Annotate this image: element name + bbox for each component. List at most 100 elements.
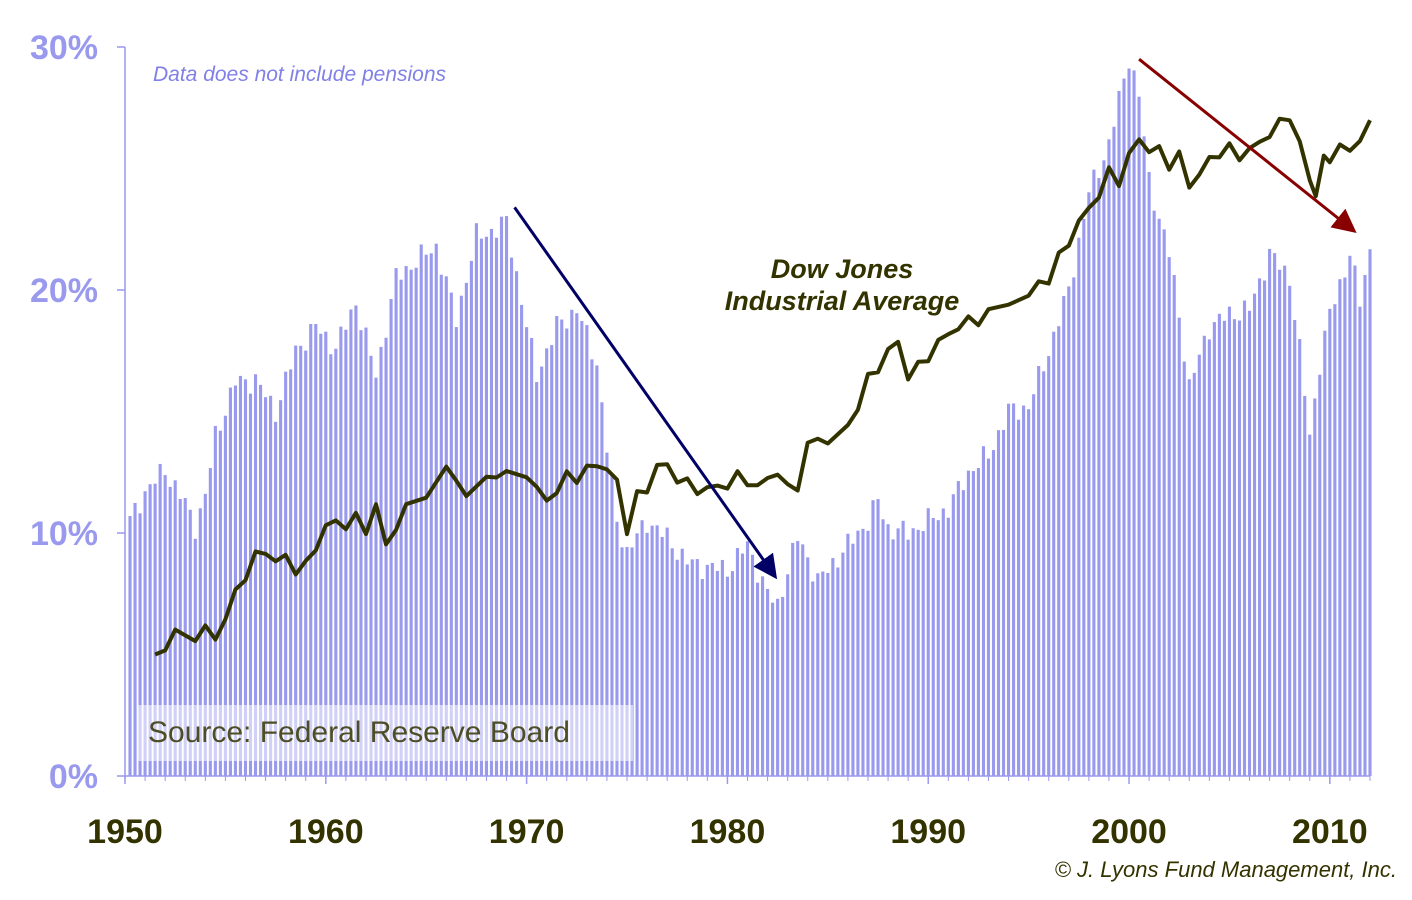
savings-bar (936, 520, 940, 776)
savings-bar (821, 571, 825, 776)
savings-bar (816, 573, 820, 776)
savings-bar (264, 397, 268, 776)
savings-bar (911, 528, 915, 776)
savings-bar (1062, 295, 1066, 776)
savings-bar (1278, 269, 1282, 776)
savings-bar (871, 500, 875, 776)
savings-bar (1338, 279, 1342, 776)
pension-note: Data does not include pensions (153, 63, 447, 86)
savings-bar (570, 309, 574, 776)
savings-bar (951, 494, 955, 776)
savings-bar (1017, 419, 1021, 776)
savings-bar (163, 475, 167, 776)
savings-bar (926, 508, 930, 776)
savings-bar (1308, 434, 1312, 776)
y-tick-label: 30% (30, 29, 98, 67)
y-tick-label: 20% (30, 272, 98, 310)
savings-bar (640, 520, 644, 776)
y-tick-label: 10% (30, 515, 98, 553)
x-tick-label: 1970 (489, 813, 565, 851)
savings-bar (600, 402, 604, 776)
savings-bar (625, 546, 629, 776)
savings-bar (233, 385, 237, 776)
savings-bar (941, 508, 945, 776)
savings-bar (685, 564, 689, 776)
savings-bar (555, 315, 559, 776)
savings-bar (153, 483, 157, 776)
savings-bar (504, 216, 509, 776)
savings-bar (1283, 265, 1287, 776)
savings-bar (489, 228, 494, 776)
savings-bar (1222, 320, 1226, 776)
savings-bar (745, 541, 750, 776)
savings-bar (1067, 286, 1071, 776)
savings-bar (956, 481, 960, 776)
savings-bar (1318, 374, 1322, 776)
savings-bar (1137, 96, 1141, 776)
savings-bar (1047, 356, 1051, 776)
savings-bar (876, 499, 880, 776)
savings-bar (474, 223, 478, 777)
savings-bar (776, 598, 780, 776)
savings-bar (258, 384, 263, 776)
savings-bar (520, 304, 524, 776)
savings-bar (976, 467, 980, 776)
savings-bar (1293, 320, 1297, 776)
savings-bar (720, 559, 724, 776)
savings-bar (1142, 136, 1146, 776)
savings-bar (725, 576, 729, 776)
savings-bar (269, 395, 273, 776)
savings-bar (459, 295, 463, 776)
savings-bar (565, 328, 569, 776)
savings-bar (750, 554, 755, 776)
savings-bar (404, 266, 408, 776)
savings-bar (1323, 330, 1327, 776)
savings-bar (946, 517, 950, 776)
savings-bar (1117, 90, 1121, 777)
savings-bar (931, 518, 935, 776)
savings-bar (309, 323, 313, 776)
savings-bar (1288, 285, 1292, 776)
savings-bar (419, 244, 423, 776)
source-box (137, 705, 633, 761)
savings-bar (1363, 274, 1367, 776)
savings-bar (1197, 354, 1201, 776)
x-tick-label: 1960 (288, 813, 364, 851)
savings-bar (580, 321, 584, 776)
savings-bar (715, 570, 719, 776)
savings-bar (690, 559, 694, 776)
savings-bar (1167, 257, 1171, 776)
savings-bar (1303, 395, 1307, 776)
savings-bar (299, 345, 303, 776)
savings-bar (1001, 429, 1006, 776)
savings-bar (1313, 398, 1317, 776)
savings-bar (1202, 335, 1206, 776)
savings-bar (374, 377, 378, 776)
savings-bar (1227, 306, 1231, 776)
savings-bar (379, 346, 383, 776)
savings-bar (469, 260, 473, 776)
savings-bar (806, 557, 810, 776)
savings-bar (801, 544, 805, 776)
savings-bar (700, 579, 704, 776)
savings-bar (605, 452, 609, 776)
savings-bar (836, 567, 840, 776)
savings-bar (1082, 218, 1086, 776)
savings-bar (831, 558, 835, 776)
savings-bar (1012, 403, 1016, 776)
savings-bar (545, 348, 549, 776)
savings-bar (886, 524, 890, 776)
savings-bar (188, 509, 192, 776)
savings-bar (349, 309, 353, 776)
savings-bar (1152, 210, 1156, 776)
savings-bar (1247, 310, 1252, 776)
savings-bar (901, 520, 905, 776)
savings-bar (248, 393, 253, 776)
savings-bar (1298, 339, 1302, 776)
savings-bar (1268, 248, 1272, 776)
savings-bar (1182, 361, 1186, 776)
savings-bar (1263, 280, 1267, 776)
savings-bar (961, 490, 965, 776)
savings-bar (359, 330, 363, 776)
